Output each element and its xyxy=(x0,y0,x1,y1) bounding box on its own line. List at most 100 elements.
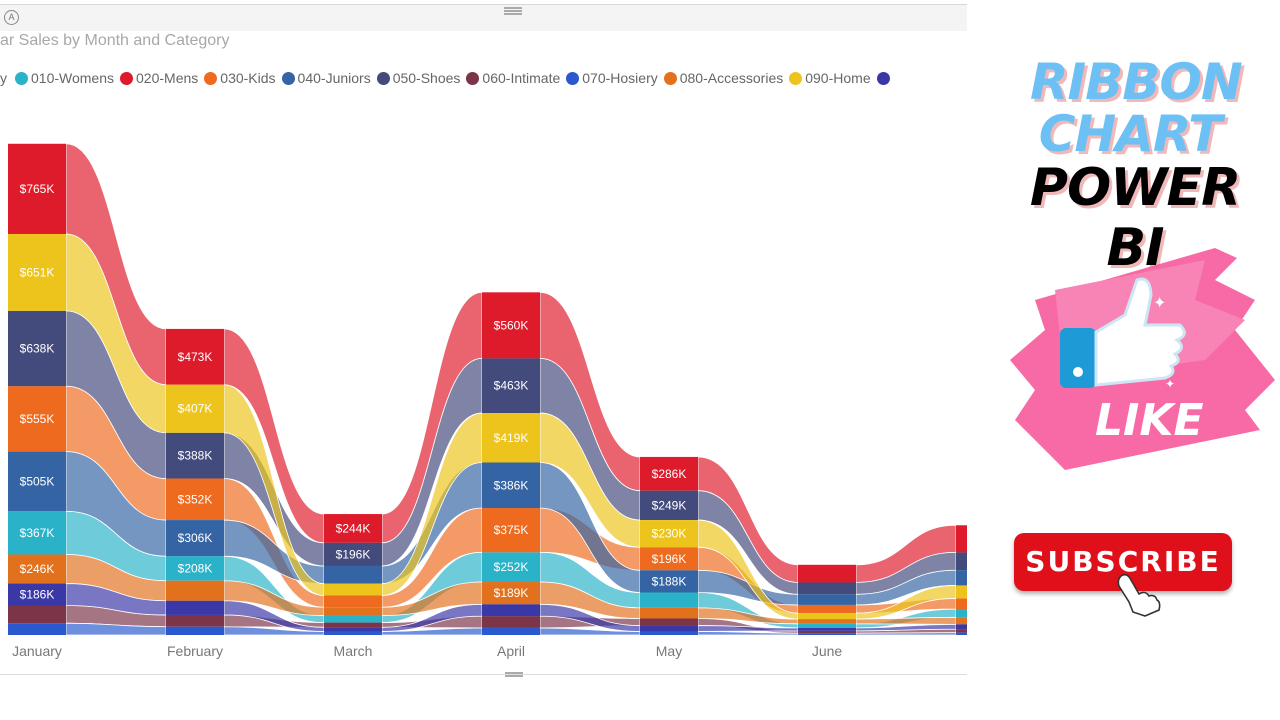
column-segment[interactable] xyxy=(166,520,224,557)
column-segment[interactable] xyxy=(324,615,382,623)
ribbon[interactable] xyxy=(697,490,799,595)
column-segment[interactable] xyxy=(798,623,856,628)
column-segment[interactable] xyxy=(482,552,540,583)
column-segment[interactable] xyxy=(8,386,66,452)
column-segment[interactable] xyxy=(166,626,224,635)
column-segment[interactable] xyxy=(482,627,540,635)
x-tick-label: June xyxy=(812,643,843,659)
data-label: $249K xyxy=(652,498,687,512)
column-segment[interactable] xyxy=(798,564,856,583)
column-segment[interactable] xyxy=(798,582,856,595)
column-segment[interactable] xyxy=(166,580,224,601)
resize-handle-icon[interactable] xyxy=(505,672,523,678)
promo-title: RIBBON CHART xyxy=(1030,56,1243,160)
column-segment[interactable] xyxy=(482,508,540,553)
legend-item[interactable]: 020-Mens xyxy=(120,70,198,86)
column-segment[interactable] xyxy=(8,451,66,512)
column-segment[interactable] xyxy=(166,432,224,479)
column-segment[interactable] xyxy=(798,604,856,614)
column-segment[interactable] xyxy=(8,143,66,235)
column-segment[interactable] xyxy=(482,616,540,628)
column-segment[interactable] xyxy=(166,384,224,433)
column-segment[interactable] xyxy=(956,585,967,599)
data-label: $367K xyxy=(20,526,55,540)
column-segment[interactable] xyxy=(956,609,967,618)
column-segment[interactable] xyxy=(324,631,382,635)
column-segment[interactable] xyxy=(956,552,967,571)
column-segment[interactable] xyxy=(324,542,382,566)
data-label: $375K xyxy=(494,523,529,537)
column-segment[interactable] xyxy=(956,570,967,586)
column-segment[interactable] xyxy=(956,598,967,610)
column-segment[interactable] xyxy=(640,490,698,521)
legend-label: 070-Hosiery xyxy=(582,70,658,86)
column-segment[interactable] xyxy=(8,583,66,606)
chart-title: ar Sales by Month and Category xyxy=(0,32,230,49)
column-segment[interactable] xyxy=(482,604,540,617)
column-segment[interactable] xyxy=(798,594,856,605)
column-segment[interactable] xyxy=(640,618,698,626)
column-segment[interactable] xyxy=(324,514,382,543)
legend-item[interactable]: 050-Shoes xyxy=(376,70,460,86)
svg-text:✦: ✦ xyxy=(1153,295,1166,312)
column-segment[interactable] xyxy=(482,582,540,605)
column-segment[interactable] xyxy=(482,462,540,509)
legend-item[interactable]: 010-Womens xyxy=(15,70,114,86)
column-segment[interactable] xyxy=(8,310,66,387)
legend-item[interactable]: 070-Hosiery xyxy=(566,70,658,86)
column-segment[interactable] xyxy=(8,234,66,311)
column-segment[interactable] xyxy=(166,556,224,581)
column-segment[interactable] xyxy=(798,627,856,631)
column-segment[interactable] xyxy=(640,570,698,593)
column-segment[interactable] xyxy=(640,625,698,632)
column-segment[interactable] xyxy=(8,605,66,624)
column-segment[interactable] xyxy=(798,630,856,634)
column-segment[interactable] xyxy=(798,633,856,635)
column-segment[interactable] xyxy=(640,456,698,491)
column-segment[interactable] xyxy=(482,292,540,359)
legend-item[interactable] xyxy=(876,71,893,85)
column-segment[interactable] xyxy=(324,607,382,616)
column-segment[interactable] xyxy=(166,478,224,521)
column-segment[interactable] xyxy=(956,624,967,630)
column-segment[interactable] xyxy=(8,511,66,555)
svg-text:✦: ✦ xyxy=(1165,377,1175,391)
column-segment[interactable] xyxy=(324,622,382,628)
column-segment[interactable] xyxy=(166,614,224,627)
thumbs-up-icon xyxy=(1060,277,1186,388)
legend-item[interactable]: 030-Kids xyxy=(204,70,276,86)
column-segment[interactable] xyxy=(956,525,967,553)
column-segment[interactable] xyxy=(324,627,382,632)
column-segment[interactable] xyxy=(640,547,698,571)
column-segment[interactable] xyxy=(640,592,698,608)
legend-item[interactable]: 090-Home xyxy=(789,70,871,86)
column-segment[interactable] xyxy=(798,613,856,620)
legend-item[interactable]: 060-Intimate xyxy=(466,70,560,86)
column-segment[interactable] xyxy=(956,632,967,635)
column-segment[interactable] xyxy=(8,623,66,635)
column-segment[interactable] xyxy=(166,328,224,385)
like-badge[interactable]: LIKE ✦ ✦ ✦ xyxy=(1005,240,1280,480)
column-segment[interactable] xyxy=(640,607,698,619)
legend: y 010-Womens 020-Mens 030-Kids 040-Juniors 0… xyxy=(0,70,899,86)
column-segment[interactable] xyxy=(324,595,382,608)
drag-handle-icon[interactable] xyxy=(504,7,522,15)
column-segment[interactable] xyxy=(956,629,967,633)
focus-mode-icon[interactable]: A xyxy=(4,10,19,25)
legend-item[interactable]: 040-Juniors xyxy=(281,70,371,86)
column-segment[interactable] xyxy=(324,583,382,596)
column-segment[interactable] xyxy=(482,413,540,463)
data-label: $505K xyxy=(20,474,55,488)
ribbon[interactable] xyxy=(855,632,957,636)
column-segment[interactable] xyxy=(956,617,967,625)
legend-item[interactable]: 080-Accessories xyxy=(663,70,783,86)
column-segment[interactable] xyxy=(640,631,698,635)
column-segment[interactable] xyxy=(798,619,856,624)
hand-pointer-icon xyxy=(1117,573,1161,617)
column-segment[interactable] xyxy=(482,358,540,414)
column-segment[interactable] xyxy=(640,520,698,548)
column-segment[interactable] xyxy=(166,600,224,615)
column-segment[interactable] xyxy=(8,554,66,584)
column-segment[interactable] xyxy=(324,565,382,584)
legend-dot xyxy=(876,71,890,85)
